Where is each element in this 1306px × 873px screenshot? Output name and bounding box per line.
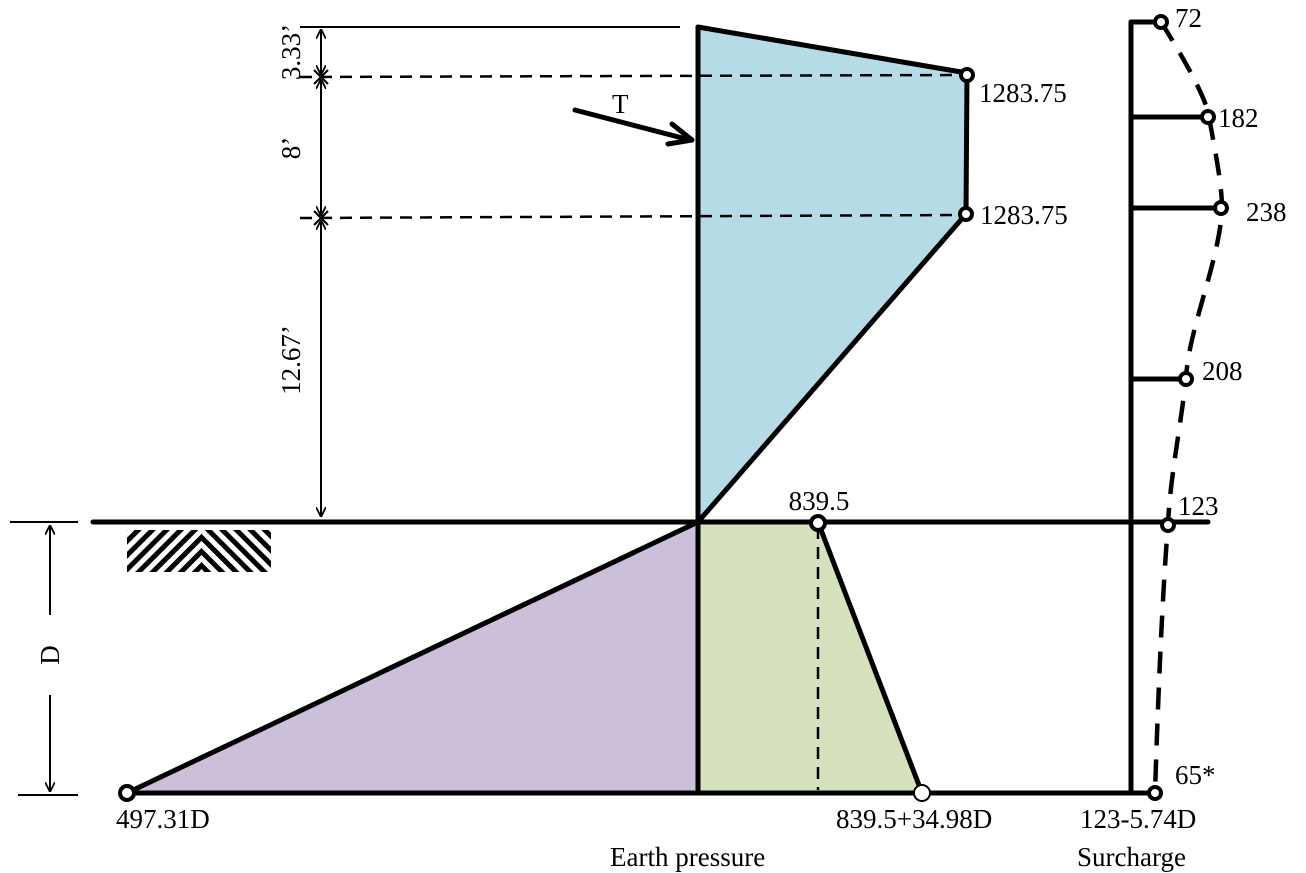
tick-3-33-b: [313, 69, 329, 85]
label-surcharge-72: 72: [1175, 3, 1202, 33]
label-dredge-value: 839.5: [789, 486, 850, 516]
dim-label-8: 8’: [276, 137, 306, 160]
surcharge-distribution-curve: [1152, 20, 1225, 794]
active-pressure-zone: [698, 27, 967, 522]
soil-hatch-right: [201, 530, 271, 572]
anchor-force-label: T: [612, 89, 629, 119]
label-net-base: 839.5+34.98D: [836, 804, 992, 834]
point-active-upper-1: [959, 67, 975, 83]
point-surcharge-182: [1200, 109, 1216, 125]
label-surcharge-123: 123: [1178, 491, 1219, 521]
point-surcharge-238: [1213, 200, 1229, 216]
anchor-force-arrow: [572, 107, 693, 143]
point-surcharge-65: [1147, 785, 1163, 801]
point-surcharge-208: [1178, 371, 1194, 387]
label-active-upper-2: 1283.75: [980, 200, 1068, 230]
point-surcharge-72: [1153, 14, 1169, 30]
label-surcharge-182: 182: [1218, 103, 1259, 133]
point-net-base: [913, 784, 931, 802]
soil-hatch-left: [127, 530, 201, 572]
dim-label-embedment: D: [35, 645, 65, 665]
label-passive-base: 497.31D: [116, 804, 210, 834]
active-zone-outline: [695, 24, 970, 525]
dim-label-12-67: 12.67’: [276, 325, 306, 395]
caption-surcharge: Surcharge: [1077, 842, 1186, 872]
label-surcharge-208: 208: [1202, 356, 1243, 386]
level-line-3-33: [299, 73, 963, 79]
anchor-force-arrowhead: [665, 121, 695, 147]
dim-label-3-33: 3.33’: [276, 24, 306, 80]
net-pressure-zone: [698, 522, 922, 793]
passive-zone-hypotenuse: [124, 519, 701, 796]
label-surcharge-base: 123-5.74D: [1080, 804, 1196, 834]
tick-8-b: [313, 210, 329, 226]
label-surcharge-238: 238: [1246, 197, 1287, 227]
level-line-8: [299, 213, 963, 220]
point-passive-base: [118, 784, 136, 802]
label-active-upper-1: 1283.75: [979, 78, 1067, 108]
point-active-upper-2: [958, 206, 974, 222]
label-surcharge-65: 65*: [1175, 760, 1216, 790]
point-surcharge-123: [1160, 517, 1176, 533]
point-dredge-839: [809, 514, 827, 532]
caption-earth-pressure: Earth pressure: [610, 842, 765, 872]
